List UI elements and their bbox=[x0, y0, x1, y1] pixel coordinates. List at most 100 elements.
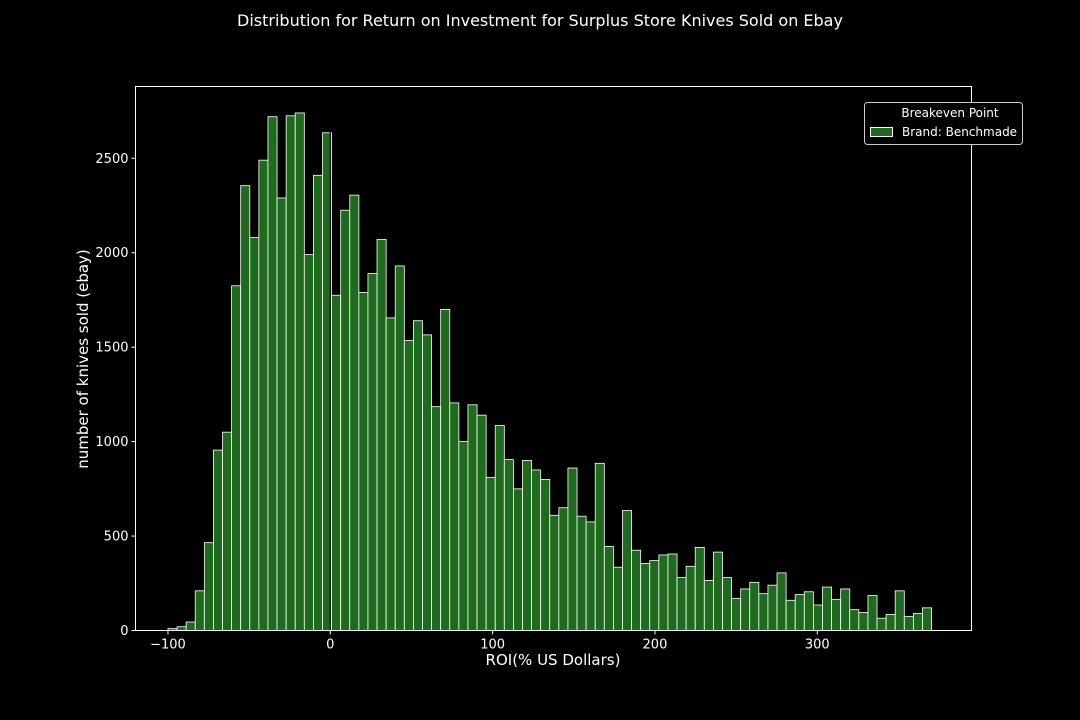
histogram-bar bbox=[903, 615, 914, 631]
histogram-bar bbox=[922, 607, 932, 631]
histogram-bar bbox=[576, 515, 587, 631]
histogram-bar bbox=[776, 572, 787, 631]
histogram-bar bbox=[303, 254, 314, 631]
histogram-bar bbox=[912, 613, 923, 631]
histogram-bar bbox=[831, 598, 842, 631]
histogram-bar bbox=[185, 621, 196, 631]
histogram-bar bbox=[240, 185, 251, 631]
histogram-bar bbox=[612, 566, 623, 631]
y-tick-label: 1500 bbox=[95, 341, 128, 356]
histogram-bar bbox=[467, 404, 478, 631]
histogram-bar bbox=[740, 588, 751, 631]
legend-swatch bbox=[870, 127, 893, 137]
x-tick-label: 200 bbox=[643, 638, 668, 653]
x-tick-label: 100 bbox=[480, 638, 505, 653]
y-tick-label: 2000 bbox=[95, 246, 128, 261]
histogram-bar bbox=[567, 467, 578, 631]
histogram-bar bbox=[476, 414, 487, 631]
x-axis-ticks: −100 0 100 200 300 bbox=[150, 630, 830, 653]
histogram-bar bbox=[531, 469, 542, 631]
histogram-bar bbox=[649, 560, 660, 631]
y-axis-title: number of knives sold (ebay) bbox=[74, 249, 92, 469]
histogram-bar bbox=[294, 112, 305, 631]
histogram-bar bbox=[785, 599, 796, 631]
y-tick-label: 1000 bbox=[95, 435, 128, 450]
y-tick-label: 0 bbox=[120, 624, 128, 639]
histogram-bar bbox=[449, 402, 460, 631]
x-tick-label: −100 bbox=[150, 638, 186, 653]
histogram-bar bbox=[585, 521, 596, 631]
histogram-bar bbox=[603, 546, 614, 631]
histogram-bar bbox=[540, 478, 551, 631]
histogram-bar bbox=[331, 294, 342, 631]
histogram-bar bbox=[376, 239, 387, 631]
histogram-bar bbox=[267, 116, 278, 631]
y-tick-label: 500 bbox=[104, 530, 129, 545]
histogram-bar bbox=[503, 459, 514, 631]
histogram-bar bbox=[767, 584, 778, 631]
histogram-bar bbox=[712, 551, 723, 631]
histogram-bar bbox=[367, 273, 378, 631]
histogram-bar bbox=[358, 291, 369, 631]
histogram-bar bbox=[413, 320, 423, 631]
histogram-bar bbox=[549, 514, 560, 631]
histogram-bar bbox=[867, 595, 878, 631]
histogram-bar bbox=[667, 553, 678, 631]
histogram-bar bbox=[858, 612, 869, 631]
histogram-bar bbox=[822, 586, 832, 631]
plot-frame bbox=[135, 86, 972, 631]
x-axis-title: ROI(% US Dollars) bbox=[486, 651, 621, 669]
histogram-bar bbox=[458, 441, 469, 631]
chart-title: Distribution for Return on Investment fo… bbox=[237, 11, 843, 30]
legend-title: Breakeven Point bbox=[901, 106, 999, 120]
x-tick-label: 0 bbox=[326, 638, 334, 653]
histogram-bar bbox=[231, 285, 242, 631]
histogram-bar bbox=[213, 449, 223, 631]
histogram-bar bbox=[431, 406, 442, 631]
histogram-bar bbox=[694, 546, 705, 631]
histogram-bar bbox=[403, 340, 414, 631]
histogram-bar bbox=[494, 425, 505, 631]
histogram-bar bbox=[731, 597, 742, 631]
histogram-bar bbox=[622, 510, 632, 631]
bars-group bbox=[167, 86, 932, 631]
histogram-bar bbox=[258, 159, 269, 631]
histogram-bar bbox=[385, 317, 396, 631]
histogram-bar bbox=[558, 507, 569, 631]
legend-entry: Brand: Benchmade bbox=[902, 125, 1017, 139]
y-tick-label: 2500 bbox=[95, 152, 128, 167]
histogram-bar bbox=[631, 549, 642, 631]
histogram-bar bbox=[685, 565, 696, 631]
histogram-bar bbox=[276, 197, 287, 631]
histogram-bar bbox=[894, 590, 905, 631]
histogram-bar bbox=[794, 594, 805, 631]
histogram-bar bbox=[513, 488, 523, 631]
histogram-bar bbox=[849, 609, 860, 631]
histogram-bar bbox=[522, 460, 532, 631]
histogram-bar bbox=[885, 614, 896, 631]
histogram-bar bbox=[313, 174, 323, 631]
histogram-bar bbox=[703, 580, 714, 631]
histogram-bar bbox=[194, 590, 205, 631]
histogram-bar bbox=[594, 462, 605, 631]
histogram-bar bbox=[349, 194, 360, 631]
legend: Breakeven Point Brand: Benchmade bbox=[864, 102, 1023, 145]
histogram-bar bbox=[285, 115, 296, 631]
histogram-bar bbox=[394, 265, 405, 631]
histogram-bar bbox=[340, 209, 351, 631]
histogram-bar bbox=[640, 563, 651, 631]
histogram-bar bbox=[758, 593, 769, 631]
histogram-bar bbox=[812, 604, 823, 631]
histogram-bar bbox=[840, 588, 851, 631]
histogram-bar bbox=[203, 542, 214, 631]
y-axis-ticks: 0 500 1000 1500 2000 2500 bbox=[95, 152, 136, 639]
histogram-bar bbox=[176, 626, 187, 631]
histogram-bar bbox=[222, 431, 232, 631]
legend-box bbox=[864, 102, 1023, 145]
histogram-bar bbox=[658, 554, 669, 631]
histogram-bar bbox=[722, 577, 732, 631]
histogram-bar bbox=[440, 308, 451, 631]
histogram-bar bbox=[749, 581, 760, 631]
x-tick-label: 300 bbox=[805, 638, 830, 653]
